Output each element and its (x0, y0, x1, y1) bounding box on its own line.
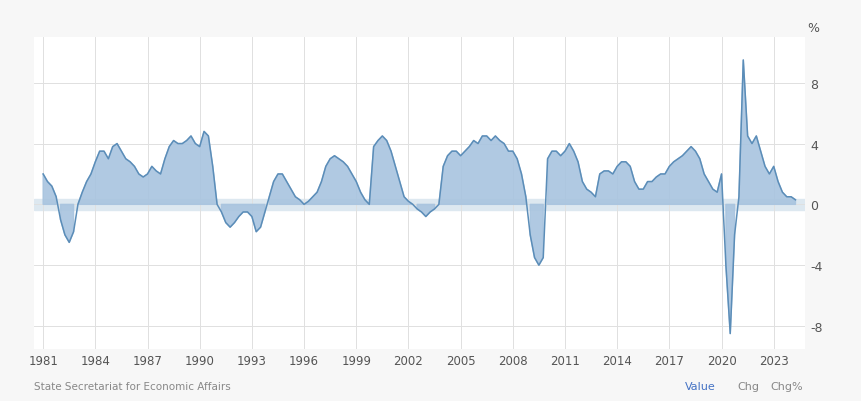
Text: Chg: Chg (737, 381, 759, 391)
Text: State Secretariat for Economic Affairs: State Secretariat for Economic Affairs (34, 381, 232, 391)
Text: Chg%: Chg% (771, 381, 803, 391)
Text: Value: Value (684, 381, 715, 391)
Bar (34, 200, 805, 210)
Text: %: % (808, 22, 820, 35)
